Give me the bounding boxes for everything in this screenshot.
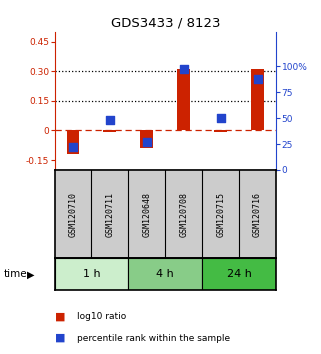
Point xyxy=(181,67,187,72)
Bar xyxy=(128,258,202,290)
Text: 1 h: 1 h xyxy=(83,269,100,279)
Bar xyxy=(103,131,117,132)
Bar xyxy=(140,131,153,148)
Text: ▶: ▶ xyxy=(27,269,35,279)
Bar xyxy=(202,258,276,290)
Bar xyxy=(55,258,128,290)
Point xyxy=(144,139,150,145)
Point xyxy=(218,115,223,121)
Bar xyxy=(251,69,264,131)
Text: log10 ratio: log10 ratio xyxy=(77,312,126,321)
Text: percentile rank within the sample: percentile rank within the sample xyxy=(77,333,230,343)
Bar xyxy=(177,69,190,131)
Text: 24 h: 24 h xyxy=(227,269,252,279)
Bar xyxy=(214,131,227,132)
Text: 4 h: 4 h xyxy=(156,269,174,279)
Point xyxy=(255,76,260,82)
Text: GSM120710: GSM120710 xyxy=(68,192,78,237)
Text: GSM120708: GSM120708 xyxy=(179,192,188,237)
Title: GDS3433 / 8123: GDS3433 / 8123 xyxy=(110,16,220,29)
Text: ■: ■ xyxy=(55,333,65,343)
Text: ■: ■ xyxy=(55,312,65,322)
Text: GSM120716: GSM120716 xyxy=(253,192,262,237)
Point xyxy=(107,118,113,123)
Text: GSM120648: GSM120648 xyxy=(142,192,152,237)
Text: time: time xyxy=(3,269,27,279)
Bar xyxy=(66,131,80,154)
Text: GSM120711: GSM120711 xyxy=(105,192,115,237)
Point xyxy=(71,144,76,150)
Text: GSM120715: GSM120715 xyxy=(216,192,225,237)
